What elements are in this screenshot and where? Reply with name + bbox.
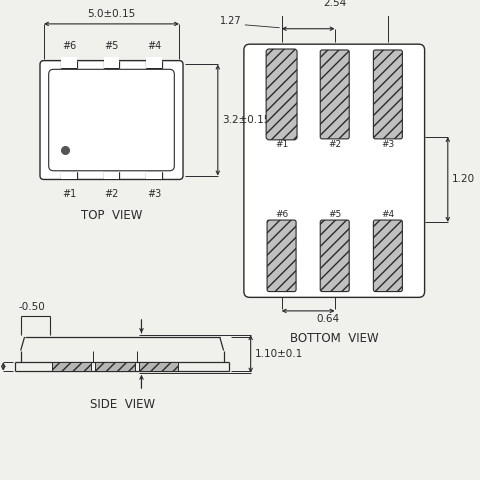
Text: -0.50: -0.50	[19, 302, 46, 312]
FancyBboxPatch shape	[266, 49, 297, 140]
Bar	[139, 362, 178, 371]
Text: 1.20: 1.20	[452, 174, 475, 184]
FancyBboxPatch shape	[320, 50, 349, 139]
Text: 0.64: 0.64	[316, 314, 339, 324]
Bar	[61, 57, 77, 68]
Text: #4: #4	[147, 41, 161, 51]
Text: TOP  VIEW: TOP VIEW	[81, 209, 142, 222]
FancyBboxPatch shape	[373, 220, 402, 291]
Text: #6: #6	[62, 41, 76, 51]
Bar	[51, 362, 91, 371]
Text: 5.0±0.15: 5.0±0.15	[87, 9, 136, 19]
Text: #3: #3	[381, 140, 395, 149]
FancyBboxPatch shape	[267, 220, 296, 291]
Text: #5: #5	[104, 41, 119, 51]
FancyBboxPatch shape	[320, 220, 349, 291]
FancyBboxPatch shape	[48, 69, 174, 171]
FancyBboxPatch shape	[373, 50, 402, 139]
Text: #1: #1	[62, 189, 76, 199]
Text: 2.54: 2.54	[323, 0, 347, 9]
Text: SIDE  VIEW: SIDE VIEW	[90, 398, 155, 411]
Text: 1.27: 1.27	[220, 16, 242, 26]
FancyBboxPatch shape	[40, 60, 183, 180]
Text: 3.2±0.15: 3.2±0.15	[223, 115, 271, 125]
Text: #2: #2	[104, 189, 119, 199]
Text: #5: #5	[328, 210, 341, 219]
Bar	[146, 57, 162, 68]
Bar	[104, 172, 119, 180]
Bar	[146, 172, 162, 180]
FancyBboxPatch shape	[244, 44, 425, 298]
Text: 1.10±0.1: 1.10±0.1	[254, 349, 303, 359]
Text: #6: #6	[275, 210, 288, 219]
Bar	[61, 172, 77, 180]
Text: #2: #2	[328, 140, 341, 149]
Bar	[95, 362, 135, 371]
Bar	[104, 57, 119, 68]
Text: BOTTOM  VIEW: BOTTOM VIEW	[290, 332, 379, 345]
Text: #1: #1	[275, 140, 288, 149]
Text: #3: #3	[147, 189, 161, 199]
Text: #4: #4	[381, 210, 395, 219]
